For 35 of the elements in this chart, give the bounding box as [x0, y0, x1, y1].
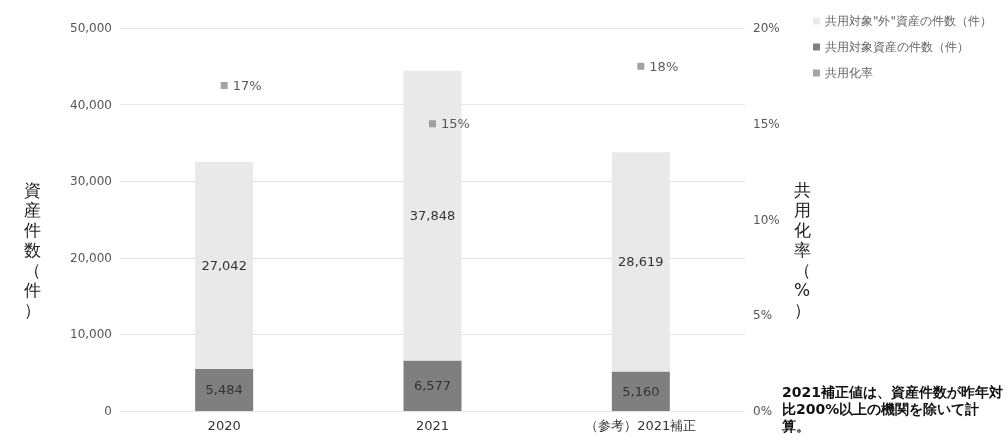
point [429, 120, 436, 128]
y2-tick-label: 5% [753, 308, 773, 323]
y-axis-title: 資産件数（件） [22, 180, 42, 320]
y2-axis-title: 共用化率（%） [792, 180, 812, 320]
x-tick-label: 2021 [415, 418, 450, 433]
data-label: 5,160 [622, 383, 660, 399]
data-label: 18% [649, 58, 679, 74]
y2-tick-label: 10% [753, 212, 780, 227]
y-tick-label: 30,000 [70, 174, 112, 189]
bar [403, 360, 462, 411]
y2-tick-label: 0% [753, 404, 773, 418]
text: 2021補正値は、資産件数が昨年対比200%以上の機関を除いて計算。 [782, 384, 1004, 435]
data-label: 27,042 [201, 257, 247, 273]
point [637, 62, 645, 70]
data-label: 6,577 [413, 378, 452, 394]
x-tick-label: （参考）2021補正 [585, 418, 697, 433]
y-tick-label: 0 [104, 404, 112, 418]
x-tick-label: 2020 [207, 418, 241, 433]
legend-label: 共用化率 [824, 66, 873, 80]
data-label: 5,484 [205, 382, 243, 398]
data-label: 28,619 [618, 254, 664, 270]
legend-label: 共用対象"外"資産の件数（件） [824, 14, 993, 28]
y-tick-label: 50,000 [70, 21, 112, 35]
bar [195, 368, 254, 411]
point [220, 81, 228, 89]
data-label: 15% [441, 116, 470, 132]
legend-label: 共用対象資産の件数（件） [824, 40, 969, 54]
bar [611, 371, 670, 411]
y-tick-label: 20,000 [70, 250, 112, 265]
y2-tick-label: 20% [753, 21, 780, 35]
y2-tick-label: 15% [753, 116, 780, 131]
y-tick-label: 40,000 [70, 97, 112, 112]
data-label: 37,848 [409, 208, 456, 224]
y-tick-label: 10,000 [70, 327, 112, 342]
data-label: 17% [232, 77, 262, 93]
